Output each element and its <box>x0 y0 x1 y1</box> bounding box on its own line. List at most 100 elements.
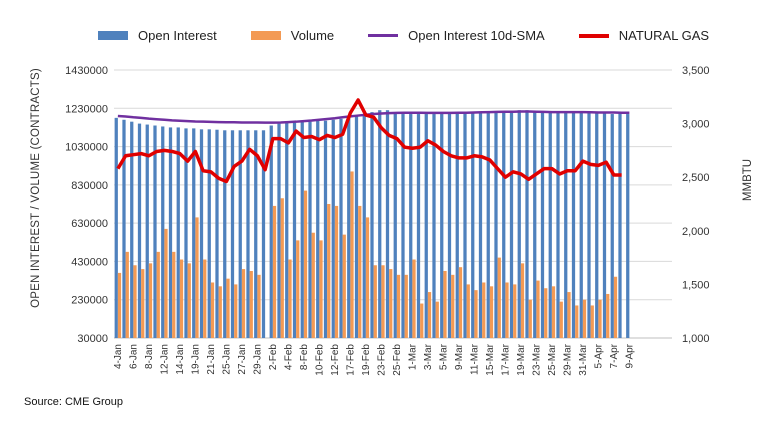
x-tick-label: 25-Jan <box>221 344 232 375</box>
open-interest-bar <box>153 125 157 338</box>
volume-bar <box>489 286 494 338</box>
open-interest-bar <box>122 119 126 339</box>
open-interest-bar <box>277 123 281 338</box>
open-interest-bar <box>246 130 250 338</box>
open-interest-bar <box>440 113 444 338</box>
open-interest-bar <box>416 114 421 339</box>
legend-swatch-natural-gas <box>578 33 609 38</box>
x-tick-label: 3-Mar <box>423 343 434 370</box>
open-interest-bar <box>517 110 521 338</box>
x-tick-label: 9-Apr <box>624 343 635 368</box>
volume-bar <box>613 276 618 338</box>
volume-bar <box>520 263 525 338</box>
y-left-tick-label: 1430000 <box>65 65 108 77</box>
y-left-tick-label: 1030000 <box>65 142 108 154</box>
open-interest-bar <box>215 129 219 338</box>
x-tick-label: 19-Mar <box>516 343 527 375</box>
open-interest-bar <box>184 128 188 338</box>
volume-bar <box>234 284 238 338</box>
open-interest-bar <box>176 127 180 338</box>
volume-bar <box>226 278 230 338</box>
open-interest-bar <box>393 112 397 338</box>
volume-bar <box>117 272 122 338</box>
open-interest-bar <box>409 114 413 339</box>
open-interest-bar <box>556 111 560 339</box>
x-tick-label: 6-Jan <box>128 344 139 369</box>
open-interest-bar <box>471 113 475 338</box>
open-interest-bar <box>447 113 452 338</box>
legend: Open Interest Volume Open Interest 10d-S… <box>98 28 743 43</box>
x-tick-label: 29-Jan <box>252 344 263 375</box>
y-right-tick-label: 3,500 <box>682 65 710 77</box>
volume-bar <box>141 269 145 338</box>
volume-bar <box>203 259 207 338</box>
volume-bar <box>218 286 222 338</box>
open-interest-bar <box>618 113 622 338</box>
volume-bar <box>404 274 408 338</box>
open-interest-bar <box>223 130 227 338</box>
volume-bar <box>451 274 455 338</box>
open-interest-bar <box>145 124 149 338</box>
open-interest-bar <box>114 117 118 338</box>
x-tick-label: 8-Feb <box>299 344 310 371</box>
open-interest-bar <box>587 112 591 338</box>
source-note: Source: CME Group <box>24 396 124 408</box>
open-interest-bar <box>494 112 498 338</box>
volume-bar <box>396 274 401 338</box>
open-interest-bar <box>385 110 390 338</box>
volume-bar <box>179 259 184 338</box>
volume-bar <box>513 284 517 338</box>
open-interest-bar <box>285 122 289 339</box>
open-interest-bar <box>509 111 514 339</box>
x-tick-label: 21-Jan <box>206 344 217 375</box>
volume-bar <box>373 265 377 338</box>
volume-bar <box>551 286 556 338</box>
legend-swatch-volume <box>250 31 281 40</box>
volume-bar <box>590 305 594 338</box>
volume-bar <box>210 282 215 338</box>
volume-bar <box>458 267 463 338</box>
legend-swatch-oi-sma <box>368 34 399 37</box>
volume-bar <box>148 263 153 338</box>
legend-label-volume: Volume <box>290 28 335 43</box>
open-interest-bar <box>168 127 173 338</box>
open-interest-bar <box>401 114 405 339</box>
open-interest-bar <box>331 119 335 339</box>
open-interest-bar <box>478 113 483 338</box>
y-axis-right-title: MMBTU <box>742 158 754 202</box>
volume-bar <box>156 251 160 338</box>
legend-swatch-open-interest <box>98 31 128 40</box>
volume-bar <box>412 259 416 338</box>
x-tick-label: 1-Mar <box>407 343 418 370</box>
open-interest-bar <box>548 112 552 338</box>
x-tick-label: 5-Apr <box>593 343 604 368</box>
x-tick-label: 10-Feb <box>314 344 325 376</box>
volume-bar <box>365 217 370 338</box>
open-interest-bar <box>564 111 568 339</box>
open-interest-bar <box>525 110 529 338</box>
volume-bar <box>272 205 277 338</box>
x-tick-label: 25-Mar <box>547 343 558 375</box>
volume-bar <box>505 282 509 338</box>
volume-bar <box>319 240 323 338</box>
volume-bar <box>389 269 393 338</box>
x-tick-label: 23-Feb <box>376 344 387 376</box>
volume-bar <box>420 303 424 338</box>
open-interest-bar <box>192 128 196 338</box>
x-tick-label: 12-Jan <box>159 344 170 375</box>
x-tick-label: 9-Mar <box>454 343 465 370</box>
volume-bar <box>296 240 300 338</box>
open-interest-bar <box>230 130 235 338</box>
x-tick-label: 17-Feb <box>345 344 356 376</box>
legend-label-oi-sma: Open Interest 10d-SMA <box>408 28 545 43</box>
x-tick-label: 15-Mar <box>485 343 496 375</box>
volume-bar <box>606 293 610 338</box>
volume-bar <box>133 265 137 338</box>
volume-bar <box>342 234 346 338</box>
open-interest-bar <box>300 121 304 338</box>
y-right-tick-label: 1,500 <box>682 279 710 291</box>
open-interest-bar <box>308 121 312 338</box>
open-interest-bar <box>362 114 366 339</box>
x-tick-label: 12-Feb <box>330 344 341 376</box>
